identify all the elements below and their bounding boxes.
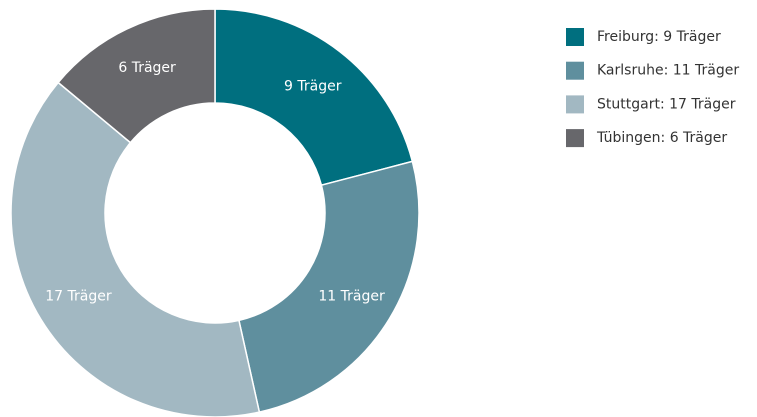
donut-slice [238,160,420,414]
slice-label: 6 Träger [118,60,176,76]
donut-slice [10,81,261,417]
legend-swatch [566,28,584,46]
donut-slice [214,8,414,187]
legend-label: Karlsruhe: 11 Träger [597,63,739,79]
legend-label: Stuttgart: 17 Träger [597,96,736,112]
slice-label: 17 Träger [45,288,112,304]
slice-label: 9 Träger [284,78,342,94]
legend-label: Freiburg: 9 Träger [597,29,721,45]
legend-label: Tübingen: 6 Träger [596,130,727,146]
slice-label: 11 Träger [318,288,385,304]
legend-swatch [566,61,584,80]
donut-slice [57,8,216,144]
legend-swatch [566,95,584,114]
legend-swatch [566,129,584,148]
